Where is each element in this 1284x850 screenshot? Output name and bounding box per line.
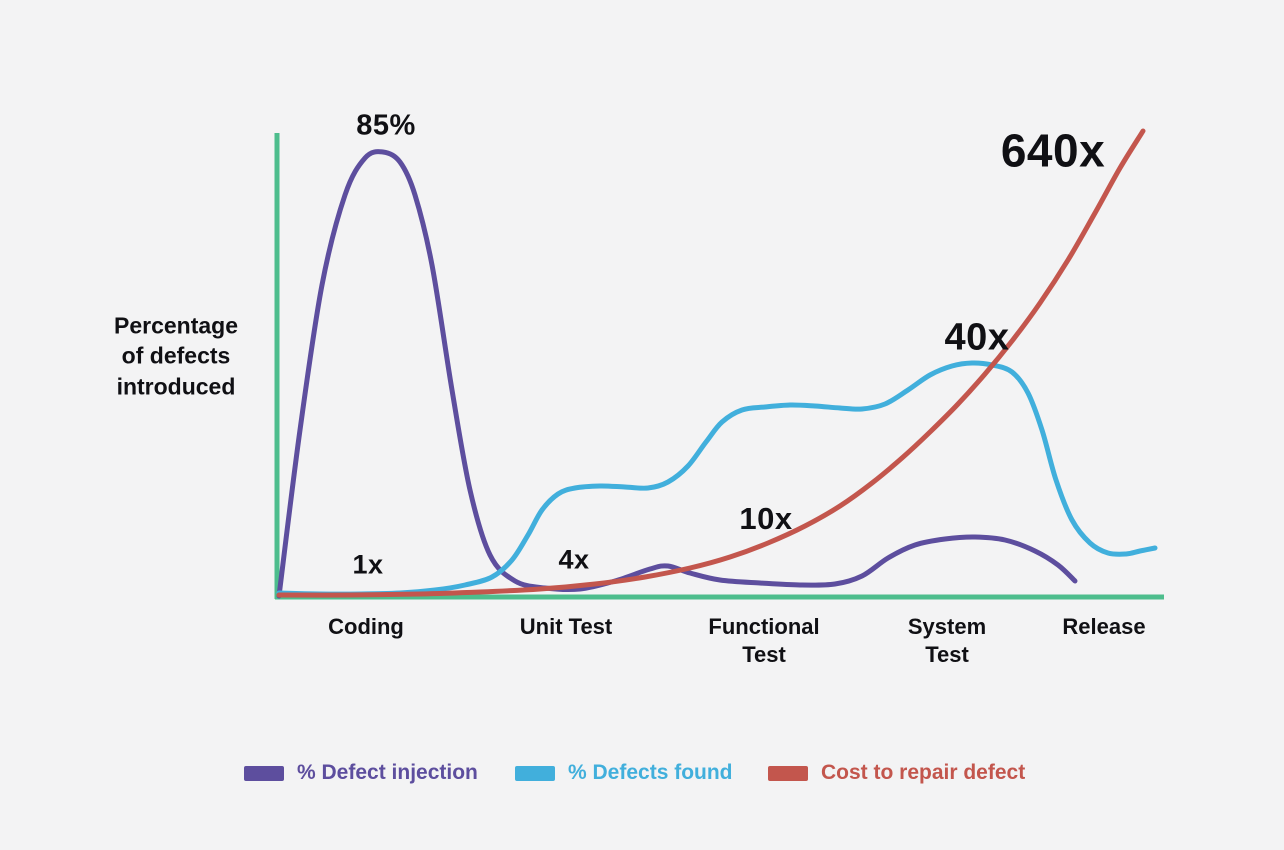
curve-defect-injection bbox=[276, 149, 1078, 599]
y-axis-label: Percentage of defects introduced bbox=[113, 312, 239, 400]
x-tick-coding: Coding bbox=[328, 613, 404, 639]
legend-item-defect-injection: % Defect injection bbox=[244, 761, 478, 785]
annotation-4x: 4x bbox=[558, 544, 590, 575]
x-tick-system-test: System Test bbox=[907, 613, 987, 667]
annotation-1x: 1x bbox=[352, 549, 384, 580]
legend-label-defect-injection: % Defect injection bbox=[297, 761, 478, 784]
annotation-640x: 640x bbox=[1000, 124, 1106, 177]
legend-label-cost-to-repair: Cost to repair defect bbox=[821, 761, 1026, 784]
annotation-10x: 10x bbox=[739, 501, 793, 537]
x-tick-release: Release bbox=[1062, 613, 1146, 639]
cost-to-repair-swatch-icon bbox=[768, 765, 808, 781]
legend-item-defects-found: % Defects found bbox=[515, 761, 733, 785]
annotation-40x: 40x bbox=[944, 316, 1010, 359]
legend-item-cost-to-repair: Cost to repair defect bbox=[768, 761, 1025, 785]
x-tick-unit-test: Unit Test bbox=[519, 613, 613, 639]
defects-found-swatch-icon bbox=[515, 765, 555, 781]
defect-injection-swatch-icon bbox=[244, 765, 284, 781]
x-tick-functional-test: Functional Test bbox=[708, 613, 820, 667]
annotation-85-percent: 85% bbox=[356, 109, 416, 142]
curve-defects-found bbox=[276, 360, 1158, 597]
curve-cost-to-repair bbox=[276, 128, 1146, 598]
legend-label-defects-found: % Defects found bbox=[568, 761, 733, 784]
